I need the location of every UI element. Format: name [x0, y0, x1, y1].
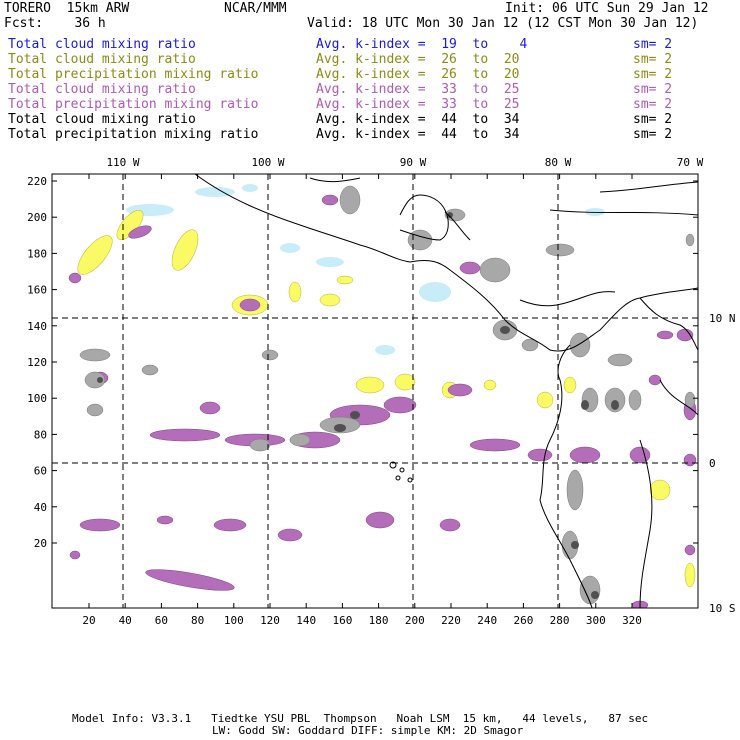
legend-kindex: Avg. k-index = 26 to 20 — [316, 67, 520, 82]
y-tick-label: 40 — [34, 501, 47, 514]
x-tick-label: 260 — [513, 614, 533, 627]
y-tick-label: 220 — [27, 175, 47, 188]
legend-kindex: Avg. k-index = 19 to 4 — [316, 37, 528, 52]
x-tick-label: 120 — [260, 614, 280, 627]
x-tick-label: 140 — [296, 614, 316, 627]
lat-lon-grid — [52, 174, 698, 608]
legend-kindex: Avg. k-index = 44 to 34 — [316, 112, 520, 127]
legend-field: Total precipitation mixing ratio — [8, 97, 259, 112]
x-tick-label: 160 — [332, 614, 352, 627]
legend-field: Total cloud mixing ratio — [8, 37, 196, 52]
plot-frame — [51, 173, 699, 609]
y-tick-label: 200 — [27, 211, 47, 224]
galapagos-islands — [389, 461, 413, 483]
dark-gray-areas — [97, 212, 619, 599]
legend-kindex: Avg. k-index = 26 to 20 — [316, 52, 520, 67]
legend-sm: sm= 2 — [633, 52, 673, 67]
y-tick-label: 80 — [34, 428, 47, 441]
latitude-label: 10 N — [709, 312, 736, 325]
x-tick-label: 220 — [441, 614, 461, 627]
legend-sm: sm= 2 — [633, 67, 673, 82]
legend-kindex: Avg. k-index = 33 to 25 — [316, 97, 520, 112]
model-info-line-2: LW: Godd SW: Goddard DIFF: simple KM: 2D… — [212, 724, 524, 737]
legend-sm: sm= 2 — [633, 127, 673, 142]
yellow-areas — [77, 210, 696, 588]
y-tick-label: 180 — [27, 247, 47, 260]
legend-sm: sm= 2 — [633, 37, 673, 52]
gray-areas — [79, 185, 696, 605]
y-tick-label: 100 — [27, 392, 47, 405]
x-tick-label: 280 — [550, 614, 570, 627]
init-time: Init: 06 UTC Sun 29 Jan 12 — [505, 1, 709, 16]
legend-sm: sm= 2 — [633, 112, 673, 127]
y-tick-label: 140 — [27, 320, 47, 333]
longitude-label: 100 W — [251, 156, 284, 169]
x-tick-label: 80 — [191, 614, 204, 627]
legend-sm: sm= 2 — [633, 82, 673, 97]
x-tick-label: 100 — [224, 614, 244, 627]
legend-field: Total cloud mixing ratio — [8, 112, 196, 127]
weather-map: 20 40 60 80 100 120 140 160 180 200 220 240 260 280 30… — [27, 156, 735, 627]
latitude-label: 10 S — [709, 602, 736, 615]
legend-field: Total cloud mixing ratio — [8, 82, 196, 97]
cyan-cloud-areas — [126, 184, 605, 355]
legend-field: Total precipitation mixing ratio — [8, 67, 259, 82]
longitude-label: 110 W — [106, 156, 139, 169]
legend-kindex: Avg. k-index = 33 to 25 — [316, 82, 520, 97]
longitude-label: 70 W — [677, 156, 704, 169]
x-tick-label: 300 — [586, 614, 606, 627]
purple-areas — [68, 194, 697, 608]
legend-field: Total precipitation mixing ratio — [8, 127, 259, 142]
model-info-line-1: Model Info: V3.3.1 Tiedtke YSU PBL Thomp… — [72, 712, 649, 725]
x-tick-label: 320 — [622, 614, 642, 627]
axis-ticks: 20 40 60 80 100 120 140 160 180 200 220 240 260 280 30… — [27, 156, 735, 627]
valid-time: Valid: 18 UTC Mon 30 Jan 12 (12 CST Mon … — [307, 16, 699, 31]
forecast-hour: Fcst: 36 h — [4, 16, 106, 31]
x-tick-label: 60 — [155, 614, 168, 627]
legend-field: Total cloud mixing ratio — [8, 52, 196, 67]
x-tick-label: 200 — [405, 614, 425, 627]
y-tick-label: 120 — [27, 356, 47, 369]
longitude-label: 90 W — [400, 156, 427, 169]
model-name: TORERO 15km ARW — [4, 1, 130, 16]
legend-kindex: Avg. k-index = 44 to 34 — [316, 127, 520, 142]
coastlines — [194, 174, 698, 608]
longitude-label: 80 W — [545, 156, 572, 169]
center-name: NCAR/MMM — [224, 1, 287, 16]
x-tick-label: 240 — [477, 614, 497, 627]
y-tick-label: 60 — [34, 465, 47, 478]
x-tick-label: 180 — [369, 614, 389, 627]
legend-sm: sm= 2 — [633, 97, 673, 112]
y-tick-label: 160 — [27, 284, 47, 297]
x-tick-label: 40 — [119, 614, 132, 627]
x-tick-label: 20 — [82, 614, 95, 627]
latitude-label: 0 — [709, 457, 716, 470]
y-tick-label: 20 — [34, 537, 47, 550]
